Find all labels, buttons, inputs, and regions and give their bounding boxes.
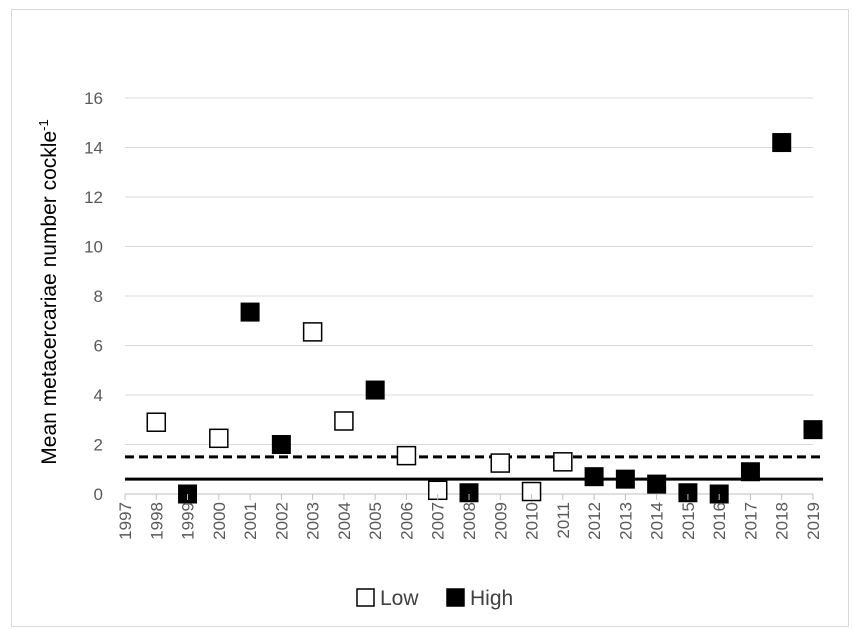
y-tick-label: 16 — [84, 89, 103, 108]
marker-high — [271, 435, 291, 454]
marker-low — [146, 412, 167, 432]
x-tick-label: 2010 — [523, 502, 542, 540]
marker-high — [803, 420, 823, 440]
x-tick-label: 2017 — [741, 502, 760, 540]
y-axis-label: Mean metacercariae number cockle-1 — [36, 119, 61, 464]
y-tick-label: 14 — [84, 139, 103, 158]
x-tick-label: 2005 — [366, 502, 385, 540]
y-tick-label: 8 — [94, 287, 103, 306]
x-tick-label: 2014 — [648, 502, 667, 540]
x-tick-label: 2015 — [679, 502, 698, 540]
marker-high — [740, 462, 760, 482]
x-tick-label: 2012 — [585, 502, 604, 540]
marker-high — [772, 133, 792, 153]
marker-high — [584, 467, 604, 487]
y-tick-label: 0 — [94, 485, 103, 504]
x-tick-label: 2006 — [397, 502, 416, 540]
marker-low — [490, 453, 511, 473]
marker-high — [240, 302, 260, 322]
x-tick-label: 2013 — [616, 502, 635, 540]
x-tick-label: 2019 — [804, 502, 823, 540]
marker-low — [334, 411, 354, 431]
x-tick-label: 2003 — [304, 502, 323, 540]
x-tick-label: 2016 — [710, 502, 729, 540]
legend: Low High — [356, 587, 513, 610]
y-tick-label: 4 — [94, 386, 103, 405]
y-tick-label: 6 — [94, 337, 103, 356]
marker-high — [615, 469, 635, 489]
x-tick-label: 2004 — [335, 502, 354, 540]
marker-low — [302, 322, 323, 342]
legend-swatch-low — [356, 588, 375, 607]
x-tick-label: 1999 — [179, 502, 198, 540]
y-axis-label-main: Mean metacercariae number cockle — [38, 131, 61, 465]
marker-low — [396, 445, 417, 466]
y-tick-label: 12 — [84, 188, 103, 207]
y-axis-ticks: 0 2 4 6 8 10 12 14 16 — [84, 89, 103, 504]
chart-area — [11, 9, 849, 627]
x-tick-label: 2009 — [491, 502, 510, 540]
x-tick-label: 2018 — [773, 502, 792, 540]
marker-low — [521, 481, 542, 502]
marker-high — [678, 483, 698, 503]
marker-high — [459, 483, 479, 503]
y-tick-label: 10 — [84, 238, 103, 257]
legend-swatch-high — [446, 588, 465, 607]
legend-label-high: High — [470, 587, 513, 610]
x-tick-label: 2000 — [210, 502, 229, 540]
x-tick-label: 2002 — [272, 502, 291, 540]
x-axis-ticks: 1997 1998 1999 2000 2001 2002 2003 2004 2005 2006… — [116, 494, 823, 540]
x-tick-label: 1998 — [147, 502, 166, 540]
marker-low — [553, 452, 573, 472]
x-tick-label: 2001 — [241, 502, 260, 540]
x-tick-label: 2007 — [429, 502, 448, 540]
marker-high — [647, 474, 667, 494]
y-axis-label-superscript: -1 — [36, 119, 51, 131]
marker-high — [365, 380, 385, 400]
x-tick-label: 2008 — [460, 502, 479, 540]
marker-low — [209, 428, 229, 449]
x-tick-label: 1997 — [116, 502, 135, 540]
y-tick-label: 2 — [94, 436, 103, 455]
x-tick-label: 2011 — [554, 502, 573, 539]
legend-label-low: Low — [380, 587, 419, 610]
data-points — [146, 133, 823, 504]
reference-lines — [125, 455, 823, 481]
